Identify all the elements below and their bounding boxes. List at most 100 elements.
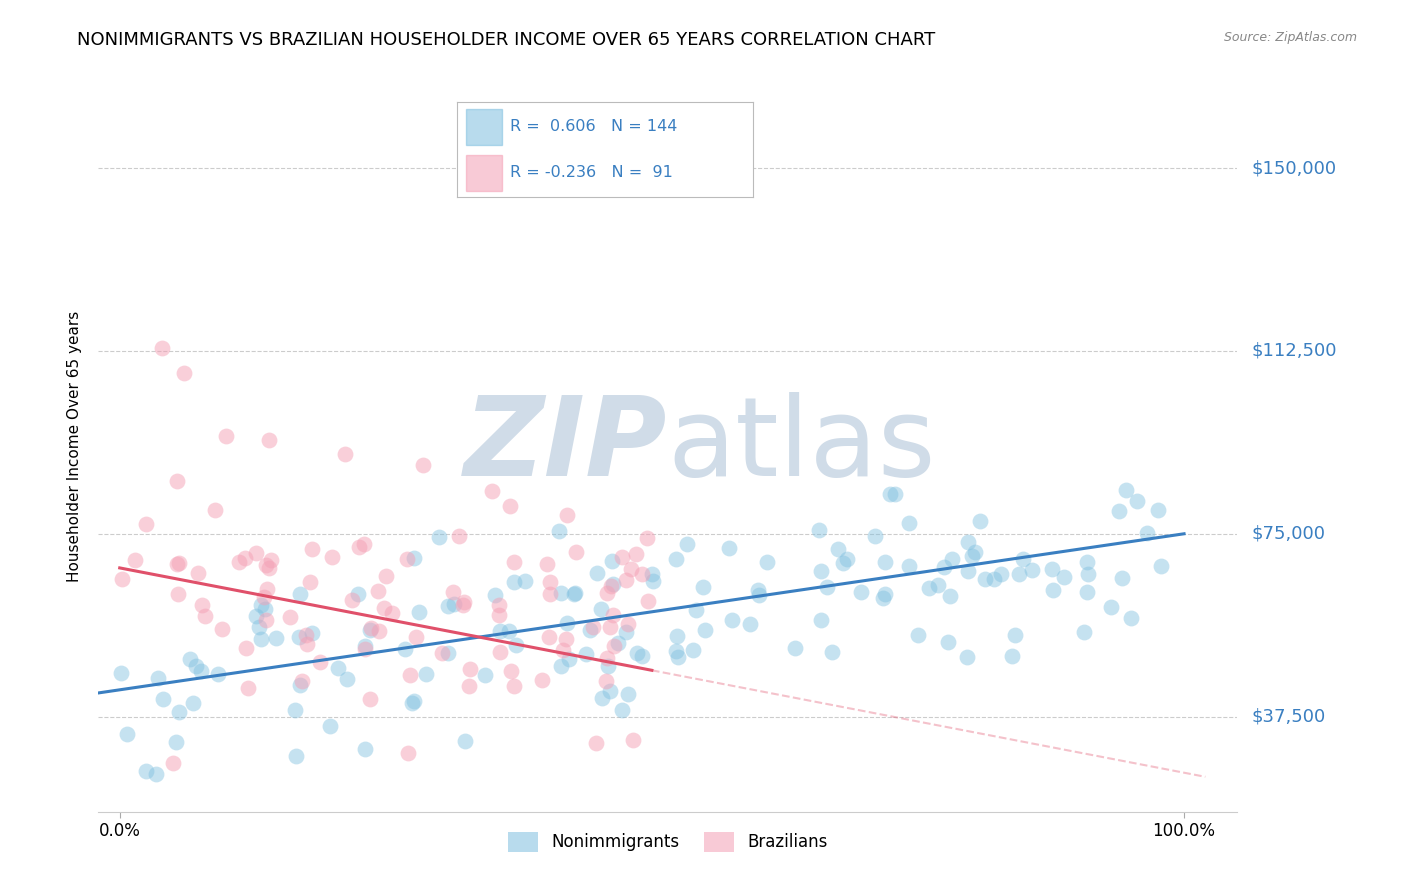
Point: [498, 624, 520, 638]
Point: [555, 615, 578, 630]
Point: [641, 566, 664, 581]
Point: [191, 599, 214, 613]
Point: [401, 697, 423, 711]
Point: [875, 555, 897, 569]
Point: [488, 598, 510, 612]
Point: [249, 598, 271, 612]
Point: [1000, 649, 1022, 664]
Point: [117, 727, 139, 741]
Point: [256, 582, 278, 596]
Point: [665, 551, 688, 566]
Point: [204, 502, 226, 516]
Point: [167, 587, 190, 601]
Point: [499, 664, 522, 678]
Point: [152, 692, 174, 706]
Point: [186, 658, 208, 673]
Point: [301, 626, 323, 640]
Point: [207, 667, 229, 681]
Point: [488, 624, 510, 638]
Point: [183, 696, 205, 710]
Point: [284, 748, 307, 763]
Point: [295, 637, 318, 651]
Point: [783, 641, 806, 656]
Point: [599, 579, 621, 593]
Point: [747, 583, 769, 598]
Point: [1125, 494, 1147, 508]
Point: [359, 691, 381, 706]
Point: [617, 616, 640, 631]
Point: [166, 557, 188, 571]
Point: [1042, 583, 1064, 598]
Point: [585, 566, 607, 580]
Point: [555, 632, 578, 647]
Point: [335, 447, 357, 461]
Point: [451, 598, 474, 612]
Point: [675, 537, 697, 551]
Point: [550, 585, 572, 599]
Point: [1040, 562, 1063, 576]
Point: [969, 514, 991, 528]
Point: [578, 623, 600, 637]
Point: [810, 564, 832, 578]
Point: [538, 587, 561, 601]
Point: [637, 594, 659, 608]
Point: [454, 734, 477, 748]
Point: [309, 655, 332, 669]
Point: [502, 555, 524, 569]
Point: [336, 672, 359, 686]
Point: [1136, 526, 1159, 541]
Point: [863, 529, 886, 543]
Point: [381, 606, 404, 620]
Point: [589, 602, 612, 616]
Point: [831, 557, 853, 571]
Point: [1108, 504, 1130, 518]
Point: [368, 624, 391, 638]
Point: [1119, 611, 1142, 625]
Point: [437, 599, 460, 613]
Point: [288, 630, 311, 644]
Point: [602, 554, 624, 568]
Point: [135, 764, 157, 779]
Point: [599, 620, 621, 634]
Point: [973, 572, 995, 586]
Point: [1011, 551, 1033, 566]
Point: [321, 549, 343, 564]
Point: [603, 639, 626, 653]
Point: [373, 601, 395, 615]
Point: [169, 557, 191, 571]
Point: [499, 499, 522, 513]
Text: $75,000: $75,000: [1251, 524, 1326, 542]
Point: [598, 658, 620, 673]
Point: [291, 674, 314, 689]
Point: [443, 597, 465, 611]
Point: [755, 555, 778, 569]
Point: [190, 664, 212, 678]
Point: [179, 652, 201, 666]
Point: [641, 574, 664, 588]
Point: [555, 508, 578, 522]
Point: [562, 587, 585, 601]
Point: [936, 635, 959, 649]
Point: [536, 558, 558, 572]
Point: [437, 646, 460, 660]
Point: [280, 609, 302, 624]
Point: [245, 546, 267, 560]
Point: [111, 572, 134, 586]
Point: [375, 569, 398, 583]
Point: [740, 617, 762, 632]
Point: [353, 641, 375, 656]
Point: [259, 433, 281, 447]
Point: [288, 678, 311, 692]
Point: [939, 589, 962, 603]
Point: [883, 486, 905, 500]
Point: [238, 681, 260, 695]
Point: [810, 613, 832, 627]
Point: [631, 566, 654, 581]
Text: NONIMMIGRANTS VS BRAZILIAN HOUSEHOLDER INCOME OVER 65 YEARS CORRELATION CHART: NONIMMIGRANTS VS BRAZILIAN HOUSEHOLDER I…: [77, 31, 935, 49]
Text: $37,500: $37,500: [1251, 707, 1326, 725]
Point: [233, 550, 256, 565]
Point: [250, 632, 273, 646]
Point: [458, 662, 481, 676]
Point: [354, 639, 377, 653]
Point: [956, 649, 979, 664]
